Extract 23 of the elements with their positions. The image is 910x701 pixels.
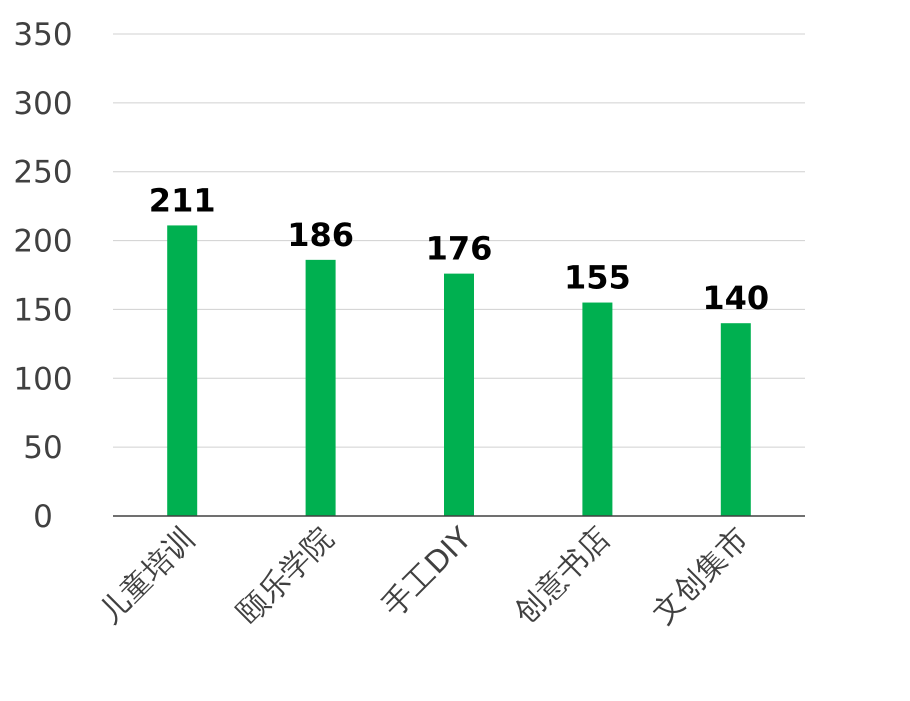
y-tick-label: 100: [13, 361, 73, 398]
x-tick-label: 文创集市: [646, 520, 756, 631]
bar: [306, 260, 336, 516]
y-tick-label: 0: [33, 499, 53, 535]
y-tick-label: 150: [13, 292, 73, 328]
x-tick-label: 创意书店: [507, 520, 618, 631]
y-tick-label: 250: [13, 154, 73, 191]
y-tick-label: 350: [13, 17, 73, 53]
data-label: 186: [287, 216, 354, 254]
data-label: 140: [702, 279, 770, 318]
bar: [444, 274, 474, 516]
y-tick-label: 200: [13, 224, 73, 260]
y-tick-label: 50: [23, 430, 63, 466]
x-tick-label: 颐乐学院: [230, 520, 340, 631]
bar: [167, 225, 198, 516]
data-label: 155: [564, 258, 631, 297]
bar: [720, 323, 751, 516]
bar: [582, 302, 612, 516]
data-label: 211: [148, 181, 216, 220]
y-tick-label: 300: [13, 86, 73, 122]
x-tick-label: 儿童培训: [92, 520, 202, 631]
data-label: 176: [426, 230, 492, 268]
x-tick-label: 手工DIY: [376, 520, 480, 624]
